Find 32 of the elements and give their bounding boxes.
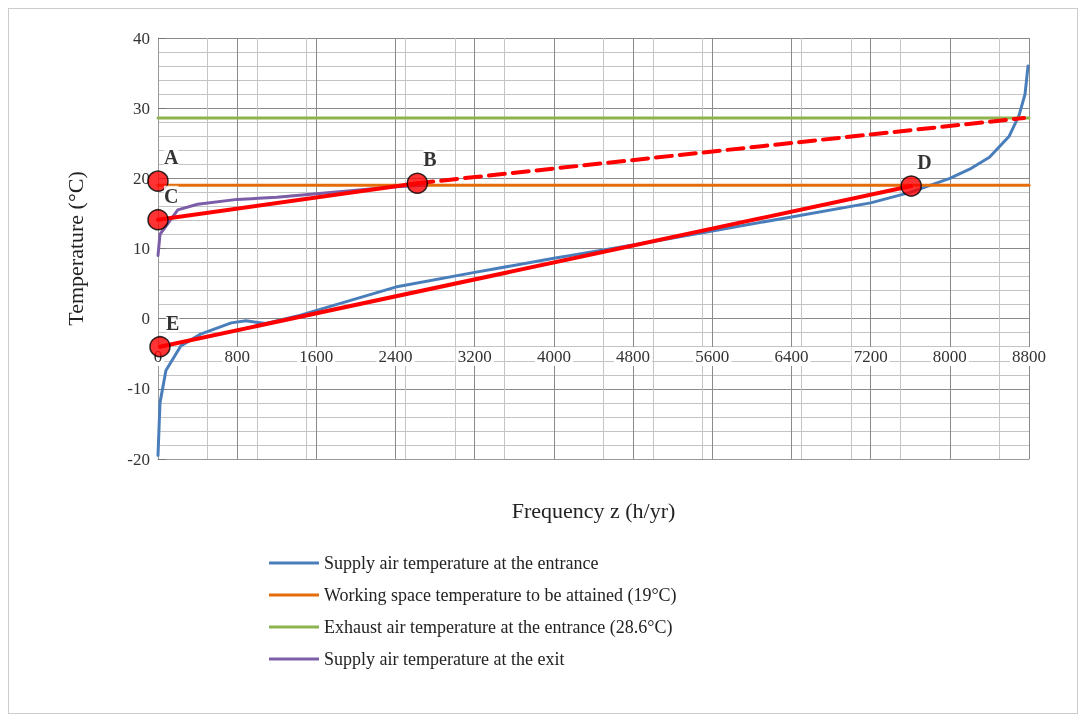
x-tick-label: 8800 (1012, 347, 1046, 366)
legend-label: Supply air temperature at the exit (324, 649, 565, 669)
x-tick-label: 7200 (853, 347, 888, 366)
point (147, 208, 169, 231)
legend-label: Supply air temperature at the entrance (324, 553, 599, 573)
x-tick-label: 6400 (774, 347, 809, 366)
x-tick-label: 8000 (932, 347, 967, 366)
point (900, 175, 922, 197)
x-axis-title: Frequency z (h/yr) (511, 497, 676, 523)
y-tick-label: 40 (133, 28, 150, 48)
legend-label: Exhaust air temperature at the entrance (28.6°C) (324, 617, 673, 638)
y-tick-label: -10 (127, 379, 150, 399)
legend-label: Working space temperature to be attained (19°C) (324, 585, 677, 606)
x-tick-label: 5600 (695, 347, 730, 366)
y-tick-label: 30 (133, 98, 150, 118)
x-tick-label: 4000 (536, 347, 571, 366)
x-tick-label: 800 (224, 347, 250, 366)
x-tick-label: 2400 (378, 347, 413, 366)
annotation: C (164, 184, 179, 207)
x-tick-label: 1600 (299, 347, 334, 366)
x-tick-label: 3200 (457, 347, 492, 366)
annotation: A (164, 146, 179, 169)
y-axis-title: Temperature (°C) (62, 171, 88, 326)
y-tick-label: 20 (133, 168, 150, 188)
x-tick-label: 4800 (616, 347, 651, 366)
y-tick-label: -20 (127, 449, 150, 469)
annotation: E (165, 311, 180, 334)
y-tick-label: 10 (133, 239, 150, 258)
y-tick-label: 0 (141, 309, 150, 329)
point (406, 172, 429, 194)
annotation: D (917, 151, 932, 174)
annotation: B (423, 148, 437, 171)
